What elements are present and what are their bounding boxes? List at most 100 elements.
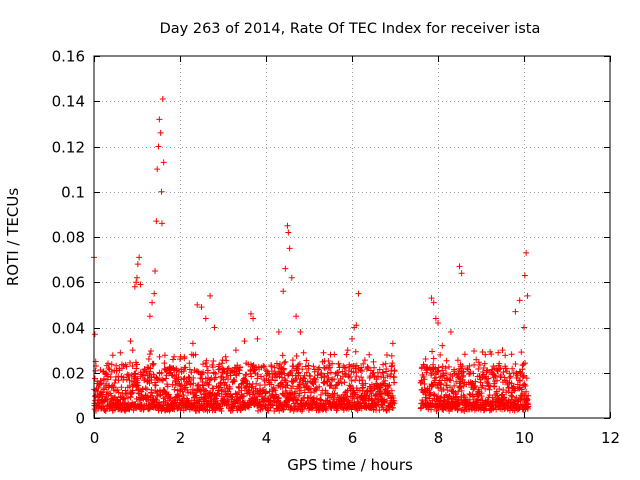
data-point [493, 377, 500, 384]
data-point [305, 362, 312, 369]
data-point [129, 363, 136, 370]
data-point [507, 373, 514, 380]
data-point [352, 376, 359, 383]
data-point [189, 340, 196, 347]
data-point [360, 360, 367, 367]
data-point [185, 374, 192, 381]
data-point [171, 386, 178, 393]
data-point [284, 382, 291, 389]
data-point [280, 288, 287, 295]
y-tick-label: 0.12 [52, 139, 85, 157]
data-point [203, 388, 210, 395]
data-point [282, 265, 289, 272]
data-point [104, 376, 111, 383]
data-point [232, 347, 239, 354]
data-point [432, 315, 439, 322]
data-point [131, 283, 138, 290]
data-point [512, 308, 519, 315]
data-point [203, 363, 210, 370]
data-point [147, 347, 154, 354]
data-point [461, 351, 468, 358]
data-point [142, 385, 149, 392]
data-point [325, 357, 332, 364]
data-point [476, 361, 483, 368]
y-tick-label: 0.06 [52, 274, 85, 292]
data-point [181, 375, 188, 382]
data-point [358, 364, 365, 371]
data-point [248, 373, 255, 380]
data-point [282, 358, 289, 365]
data-point [324, 370, 331, 377]
data-point [430, 355, 437, 362]
data-point [273, 374, 280, 381]
data-point [390, 404, 397, 411]
data-point [426, 386, 433, 393]
data-point [146, 380, 153, 387]
data-point [145, 377, 152, 384]
x-tick-label: 0 [90, 429, 100, 447]
data-point [491, 372, 498, 379]
data-point [150, 361, 157, 368]
data-point [192, 351, 199, 358]
data-point [508, 351, 515, 358]
data-point [353, 373, 360, 380]
data-point [388, 352, 395, 359]
data-point [170, 356, 177, 363]
data-point [218, 388, 225, 395]
data-point [152, 267, 159, 274]
data-point [455, 405, 462, 412]
data-point [174, 405, 181, 412]
data-point [443, 382, 450, 389]
data-point [200, 369, 207, 376]
data-point [286, 245, 293, 252]
data-point [152, 379, 159, 386]
data-point [317, 396, 324, 403]
data-point [423, 369, 430, 376]
data-point [423, 394, 430, 401]
data-points [91, 95, 532, 415]
data-point [497, 365, 504, 372]
data-point [240, 392, 247, 399]
data-point [418, 377, 425, 384]
data-point [229, 393, 236, 400]
data-point [380, 361, 387, 368]
data-point [260, 398, 267, 405]
data-point [422, 356, 429, 363]
data-point [280, 366, 287, 373]
data-point [437, 384, 444, 391]
data-point [525, 392, 532, 399]
data-point [193, 368, 200, 375]
data-point [519, 374, 526, 381]
data-point [326, 364, 333, 371]
data-point [459, 363, 466, 370]
data-point [376, 407, 383, 414]
data-point [458, 387, 465, 394]
data-point [270, 384, 277, 391]
data-point [262, 390, 269, 397]
data-point [370, 358, 377, 365]
data-point [241, 338, 248, 345]
data-point [242, 371, 249, 378]
data-point [263, 389, 270, 396]
data-point [496, 366, 503, 373]
data-point [148, 386, 155, 393]
data-point [203, 357, 210, 364]
data-point [460, 368, 467, 375]
data-point [435, 319, 441, 326]
data-point [482, 385, 489, 392]
data-point [391, 374, 398, 381]
data-point [443, 357, 450, 364]
data-point [389, 360, 396, 367]
data-point [152, 382, 159, 389]
data-point [250, 362, 257, 369]
data-point [317, 371, 324, 378]
data-point [169, 381, 176, 388]
data-point [370, 369, 377, 376]
data-point [122, 390, 129, 397]
data-point [458, 270, 465, 277]
data-point [300, 375, 307, 382]
data-point [194, 383, 201, 390]
data-point [158, 220, 165, 227]
data-point [216, 361, 223, 368]
data-point [129, 387, 136, 394]
